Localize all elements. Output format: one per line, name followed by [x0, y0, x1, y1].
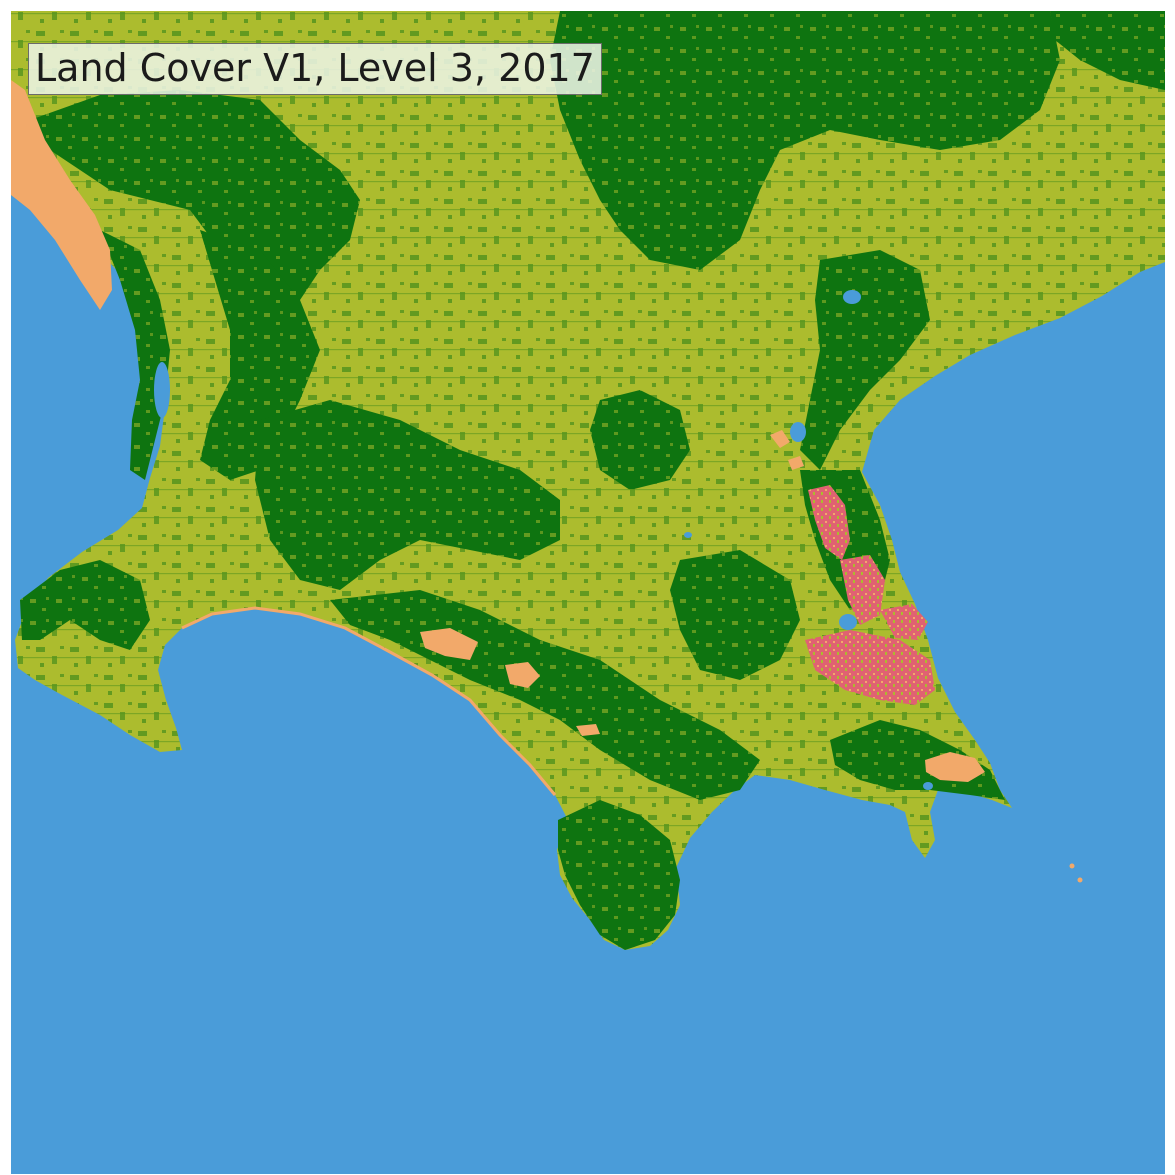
lake-northeast — [843, 290, 861, 304]
forest-north-texture — [550, 11, 1060, 270]
offshore-rock-2 — [1077, 877, 1083, 883]
bare-south-dunes-3 — [576, 724, 600, 736]
bare-south-dunes-2 — [505, 662, 540, 688]
forest-headland-texture — [558, 800, 680, 950]
map-canvas — [11, 11, 1165, 1174]
forest-central-texture — [255, 400, 560, 590]
lake-western-lagoon — [154, 362, 170, 418]
bare-dunes-northwest — [11, 80, 112, 310]
urban-area-north — [808, 485, 850, 560]
offshore-rock-1 — [1069, 863, 1075, 869]
map-title: Land Cover V1, Level 3, 2017 — [28, 43, 602, 95]
lake-southeast — [923, 782, 933, 790]
urban-area-port — [880, 604, 928, 640]
lake-east-2 — [839, 614, 857, 630]
bare-south-dunes-1 — [420, 628, 478, 660]
forest-east-strip-texture — [800, 250, 930, 470]
forest-middle-band-texture — [670, 550, 800, 680]
forest-western-peninsula-texture — [20, 560, 150, 650]
bare-east-1 — [770, 430, 790, 448]
urban-area-south — [805, 630, 935, 705]
urban-area-central — [840, 555, 885, 625]
forest-western-coast-texture — [100, 230, 170, 480]
forest-northeast-texture — [1050, 11, 1165, 90]
forest-northwest-texture — [30, 90, 360, 300]
lake-central — [684, 532, 692, 538]
bare-east-2 — [788, 456, 804, 470]
forest-centre-patch-texture — [590, 390, 690, 490]
bare-beach-strip — [181, 606, 557, 796]
land-cover-map — [11, 11, 1165, 1174]
lake-east-1 — [790, 422, 806, 442]
bare-southeast — [925, 752, 985, 782]
